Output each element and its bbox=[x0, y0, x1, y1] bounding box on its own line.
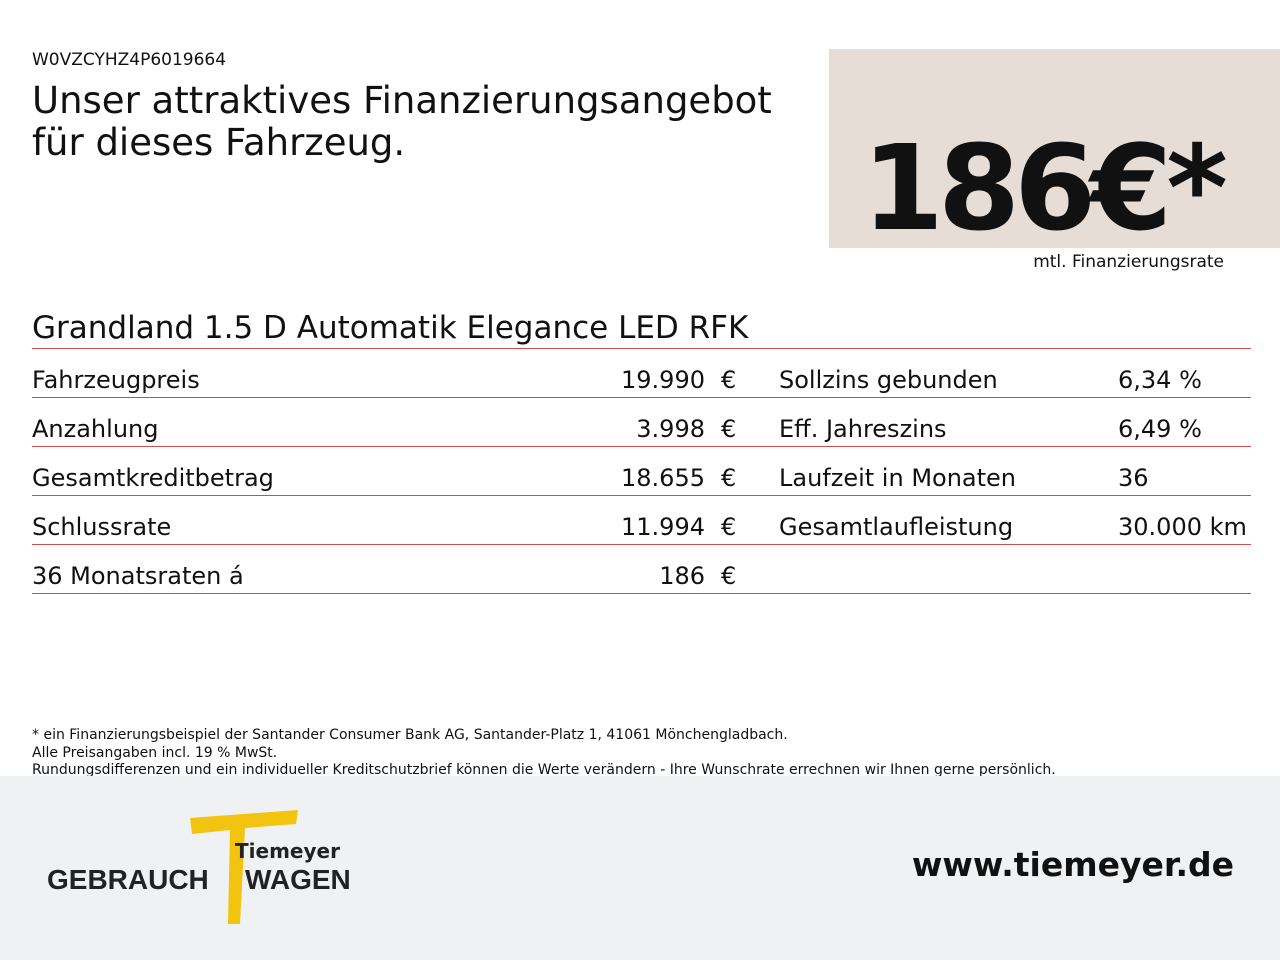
headline: Unser attraktives Finanzierungsangebot bbox=[32, 79, 772, 122]
row-value: 186 bbox=[659, 562, 705, 590]
price-label: mtl. Finanzierungsrate bbox=[1033, 252, 1224, 272]
logo-t bbox=[190, 810, 298, 924]
url: www.tiemeyer.de bbox=[911, 845, 1234, 884]
row-value: 3.998 bbox=[636, 415, 705, 443]
row-value: 18.655 bbox=[621, 464, 705, 492]
row-value: 36 bbox=[1118, 464, 1149, 492]
rule bbox=[32, 544, 1251, 545]
row-unit: € bbox=[721, 513, 737, 541]
price-box: 186€* mtl. Finanzierungsrate bbox=[829, 49, 1280, 272]
row-label: Sollzins gebunden bbox=[779, 366, 998, 394]
row-unit: € bbox=[721, 464, 737, 492]
row-label: Gesamtlaufleistung bbox=[779, 513, 1014, 541]
rule bbox=[32, 446, 1251, 447]
footnote: * ein Finanzierungsbeispiel der Santande… bbox=[32, 727, 788, 743]
rule bbox=[32, 593, 1251, 594]
logo: Tiemeyer GEBRAUCH WAGEN bbox=[47, 810, 351, 924]
row-value: 11.994 bbox=[621, 513, 705, 541]
row-value: 30.000 km bbox=[1118, 513, 1247, 541]
row-label: Schlussrate bbox=[32, 513, 172, 541]
row-value: 6,34 % bbox=[1118, 366, 1202, 394]
price-amount: 186€* bbox=[861, 119, 1228, 257]
row-label: 36 Monatsraten á bbox=[32, 562, 244, 590]
logo-word: WAGEN bbox=[245, 864, 351, 895]
rule bbox=[32, 348, 1251, 349]
row-unit: € bbox=[721, 366, 737, 394]
vin: W0VZCYHZ4P6019664 bbox=[32, 50, 227, 70]
row-label: Anzahlung bbox=[32, 415, 159, 443]
row-unit: € bbox=[721, 415, 737, 443]
model: Grandland 1.5 D Automatik Elegance LED R… bbox=[32, 310, 749, 346]
row-unit: € bbox=[721, 562, 737, 590]
row-label: Gesamtkreditbetrag bbox=[32, 464, 274, 492]
logo-brand: Tiemeyer bbox=[235, 839, 340, 863]
footnote: Alle Preisangaben incl. 19 % MwSt. bbox=[32, 745, 278, 761]
footer: Tiemeyer GEBRAUCH WAGEN www.tiemeyer.de bbox=[0, 776, 1280, 960]
headline: für dieses Fahrzeug. bbox=[32, 121, 406, 164]
footnote: Rundungsdifferenzen und ein individuelle… bbox=[32, 762, 1056, 778]
logo-word: GEBRAUCH bbox=[47, 864, 209, 895]
row-label: Eff. Jahreszins bbox=[779, 415, 947, 443]
rule bbox=[32, 495, 1251, 496]
rule bbox=[32, 397, 1251, 398]
row-label: Laufzeit in Monaten bbox=[779, 464, 1017, 492]
row-value: 6,49 % bbox=[1118, 415, 1202, 443]
row-value: 19.990 bbox=[621, 366, 705, 394]
row-label: Fahrzeugpreis bbox=[32, 366, 200, 394]
